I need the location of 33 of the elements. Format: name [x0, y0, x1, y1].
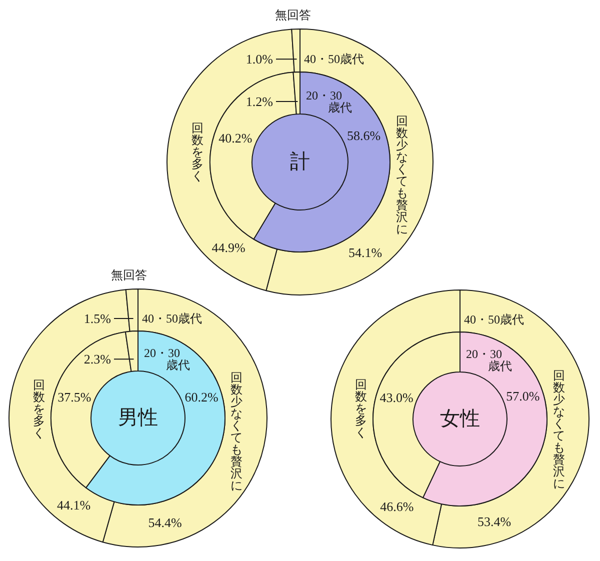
data-label: 57.0% [506, 388, 540, 404]
slice-label: 40・50歳代 [464, 312, 524, 326]
slice-label: 無回答 [274, 8, 311, 22]
data-label: 58.6% [346, 128, 381, 144]
data-label: 1.0% [246, 52, 274, 67]
data-label: 54.1% [348, 244, 382, 260]
data-label: 40.2% [218, 130, 252, 146]
text: 男性 [118, 407, 158, 429]
data-label: 37.5% [58, 389, 92, 404]
category-label: 回数少なくても贅沢に [396, 114, 408, 236]
data-label: 43.0% [380, 390, 414, 405]
slice-label: 20・30歳代 [144, 346, 190, 372]
data-label: 44.1% [56, 497, 91, 512]
data-label: 1.2% [246, 94, 274, 109]
slice-label: 無回答 [110, 268, 147, 282]
data-label: 53.4% [478, 514, 512, 529]
data-label: 1.5% [84, 311, 112, 326]
slice-label: 回数を多く [32, 378, 45, 440]
category-label: 回数少なくても贅沢に [553, 368, 566, 491]
slice-label: 40・50歳代 [304, 52, 364, 66]
data-label: 44.9% [212, 240, 246, 256]
data-label: 2.3% [84, 352, 112, 367]
slice-label: 20・30歳代 [306, 88, 352, 114]
data-label: 54.4% [148, 515, 182, 530]
slice-label: 回数を多く [192, 120, 204, 183]
slice-label: 40・50歳代 [142, 311, 202, 326]
text: 女性 [440, 408, 480, 430]
slice-label: 20・30歳代 [466, 347, 512, 373]
data-label: 60.2% [184, 389, 218, 404]
slice-label: 回数を多く [354, 377, 367, 440]
category-label: 回数少なくても贅沢に [230, 370, 243, 493]
data-label: 46.6% [380, 499, 414, 514]
text: 計 [290, 151, 310, 173]
